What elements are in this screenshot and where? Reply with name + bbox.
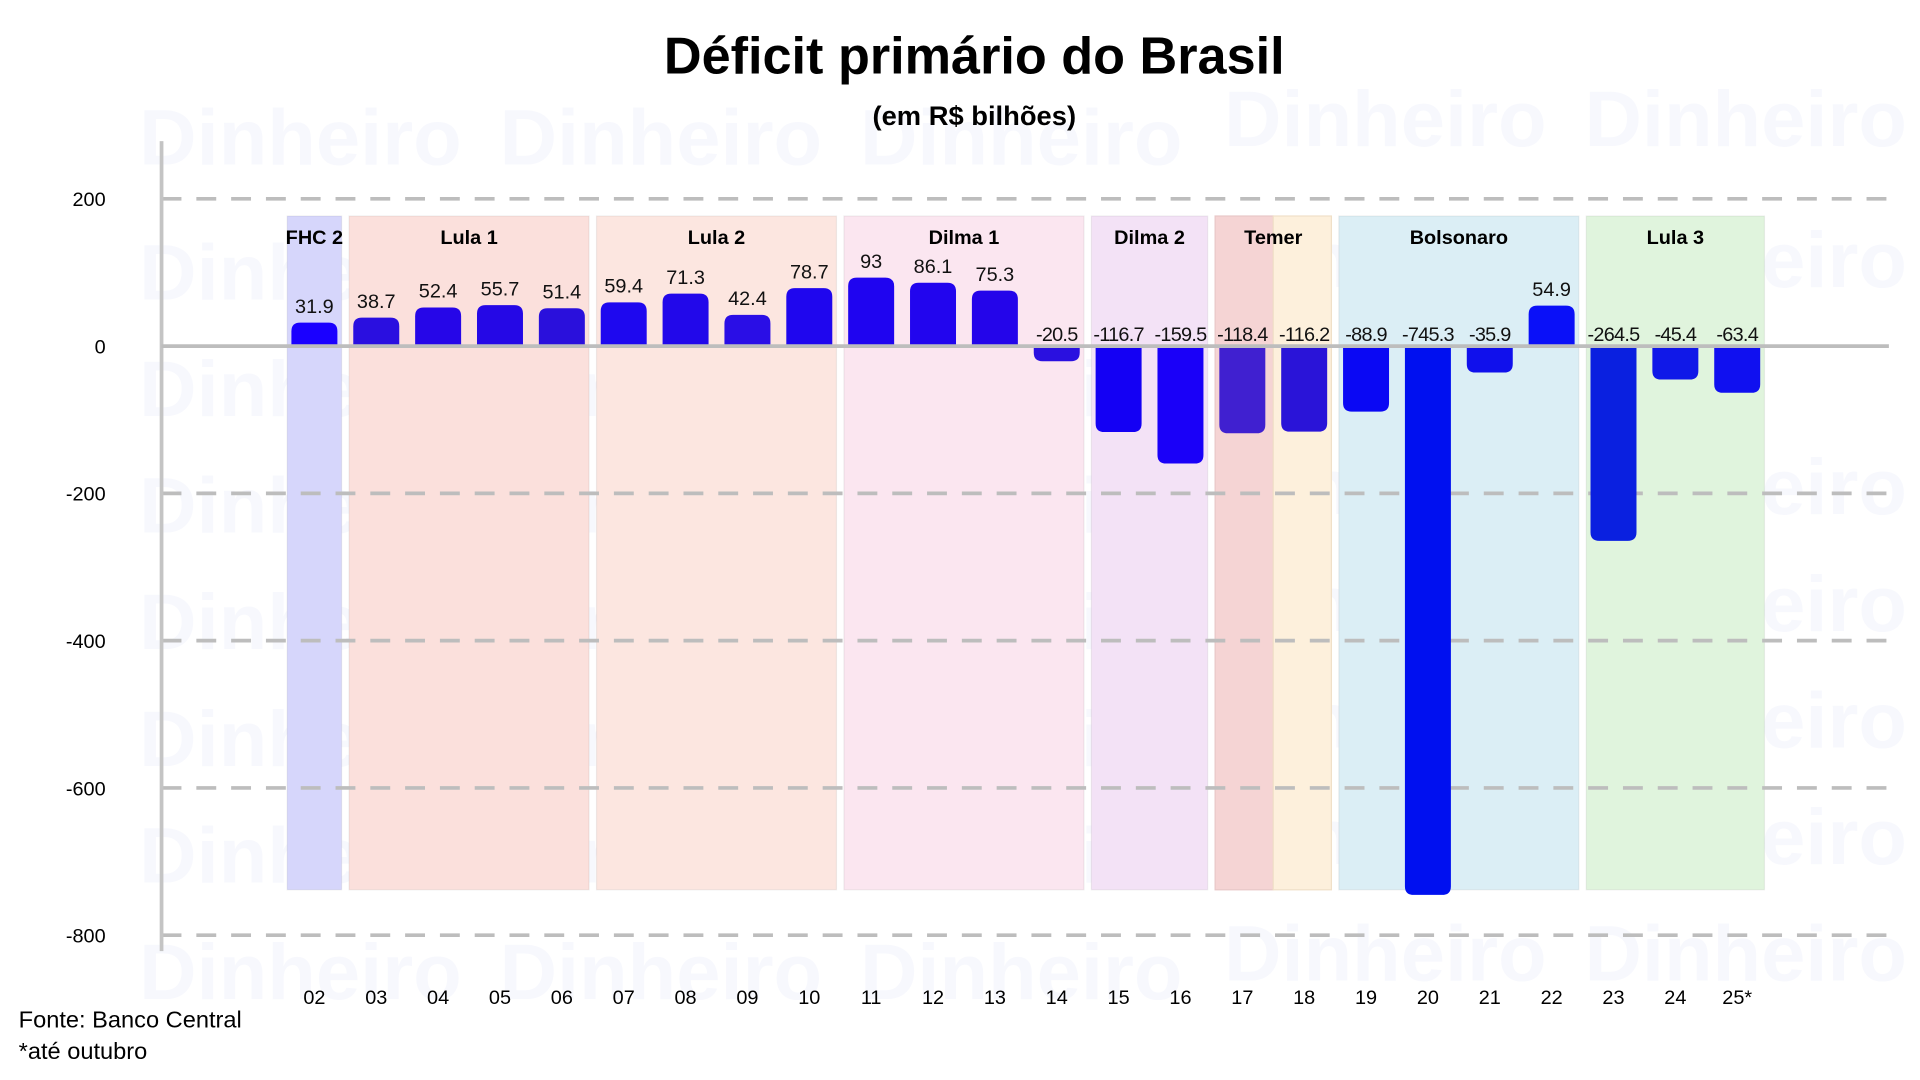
bar — [1095, 346, 1142, 433]
bar — [662, 293, 709, 347]
period-label: Lula 1 — [440, 227, 497, 249]
period-label: Dilma 1 — [929, 227, 1000, 249]
x-tick-label: 10 — [798, 987, 820, 1009]
bar — [1466, 346, 1513, 373]
data-label: -20.5 — [1036, 324, 1078, 346]
x-tick-label: 07 — [613, 987, 635, 1009]
bar — [476, 305, 523, 347]
x-tick-label: 16 — [1169, 987, 1191, 1009]
bar — [1528, 305, 1575, 347]
y-tick-label: -200 — [66, 484, 106, 506]
data-label: -88.9 — [1345, 324, 1387, 346]
period-label: Temer — [1244, 227, 1302, 249]
bar — [971, 290, 1018, 347]
y-tick-label: -600 — [66, 778, 106, 800]
period-band — [1585, 215, 1766, 891]
x-tick-label: 09 — [736, 987, 758, 1009]
data-label: -45.4 — [1655, 324, 1697, 346]
data-label: 93 — [860, 251, 882, 273]
y-tick-label: 200 — [72, 189, 105, 211]
x-tick-label: 20 — [1417, 987, 1439, 1009]
bar — [786, 288, 833, 347]
data-label: 54.9 — [1532, 279, 1571, 301]
x-tick-label: 12 — [922, 987, 944, 1009]
data-label: 75.3 — [976, 264, 1015, 286]
data-label: 38.7 — [357, 291, 396, 313]
x-tick-label: 18 — [1293, 987, 1315, 1009]
data-label: -116.2 — [1279, 324, 1329, 346]
bar — [1343, 346, 1390, 412]
bar — [1404, 346, 1451, 895]
data-label: 51.4 — [543, 282, 582, 304]
data-label: -35.9 — [1469, 324, 1511, 346]
footnote: *até outubro — [18, 1039, 148, 1066]
x-tick-label: 15 — [1108, 987, 1130, 1009]
period-label: Lula 2 — [688, 227, 745, 249]
x-tick-label: 06 — [551, 987, 573, 1009]
bar — [291, 322, 338, 347]
bar — [1033, 346, 1080, 362]
y-tick-label: 0 — [95, 337, 106, 359]
data-label: 59.4 — [604, 276, 643, 298]
y-tick-label: -400 — [66, 631, 106, 653]
x-tick-label: 19 — [1355, 987, 1377, 1009]
period-band — [1338, 215, 1580, 891]
x-tick-label: 25* — [1722, 987, 1752, 1009]
x-tick-label: 17 — [1231, 987, 1253, 1009]
period-band — [1272, 215, 1333, 891]
bar — [848, 277, 895, 347]
period-label: Lula 3 — [1647, 227, 1704, 249]
data-label: 78.7 — [790, 261, 829, 283]
data-label: 86.1 — [914, 256, 953, 278]
x-tick-label: 05 — [489, 987, 511, 1009]
period-label: Dilma 2 — [1114, 227, 1185, 249]
x-tick-label: 21 — [1479, 987, 1501, 1009]
data-label: -159.5 — [1155, 324, 1208, 346]
bar — [415, 307, 462, 347]
period-band — [1214, 215, 1274, 891]
x-tick-label: 11 — [861, 987, 882, 1009]
x-tick-label: 22 — [1541, 987, 1563, 1009]
bar — [1219, 346, 1266, 434]
source-note: Fonte: Banco Central — [18, 1007, 242, 1034]
data-label: -116.7 — [1093, 324, 1143, 346]
x-tick-label: 02 — [303, 987, 325, 1009]
bar — [600, 302, 647, 347]
data-label: 55.7 — [481, 278, 520, 300]
x-tick-label: 24 — [1664, 987, 1686, 1009]
y-tick-label: -800 — [66, 926, 106, 948]
x-tick-label: 23 — [1602, 987, 1624, 1009]
bar — [1714, 346, 1761, 393]
bar — [910, 282, 957, 347]
data-label: -745.3 — [1402, 324, 1455, 346]
data-label: -264.5 — [1588, 324, 1641, 346]
bar — [1157, 346, 1204, 464]
bar — [1652, 346, 1699, 380]
data-label: 71.3 — [666, 267, 705, 289]
x-tick-label: 13 — [984, 987, 1006, 1009]
bar — [538, 308, 585, 347]
data-label: 42.4 — [728, 288, 767, 310]
bar — [353, 317, 400, 347]
data-label: -118.4 — [1217, 324, 1268, 346]
bar — [1281, 346, 1328, 432]
chart-title: Déficit primário do Brasil — [663, 27, 1285, 85]
chart-subtitle: (em R$ bilhões) — [872, 100, 1077, 132]
bar — [724, 314, 771, 347]
data-label: -63.4 — [1716, 324, 1758, 346]
x-tick-label: 04 — [427, 987, 449, 1009]
x-tick-label: 03 — [365, 987, 387, 1009]
data-label: 31.9 — [295, 296, 334, 318]
x-tick-label: 14 — [1046, 987, 1068, 1009]
period-band — [1090, 215, 1209, 891]
x-tick-label: 08 — [675, 987, 697, 1009]
bar — [1590, 346, 1637, 541]
period-label: Bolsonaro — [1410, 227, 1508, 249]
period-label: FHC 2 — [286, 227, 343, 249]
data-label: 52.4 — [419, 281, 458, 303]
